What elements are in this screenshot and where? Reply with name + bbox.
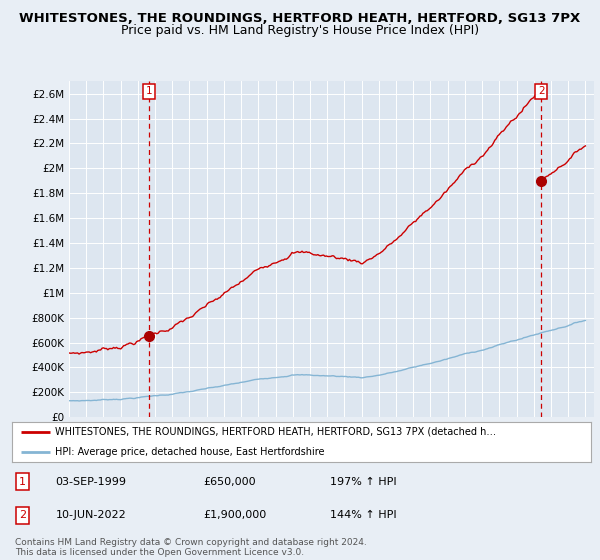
Text: WHITESTONES, THE ROUNDINGS, HERTFORD HEATH, HERTFORD, SG13 7PX (detached h…: WHITESTONES, THE ROUNDINGS, HERTFORD HEA… — [55, 427, 497, 437]
Text: 144% ↑ HPI: 144% ↑ HPI — [331, 510, 397, 520]
Text: Contains HM Land Registry data © Crown copyright and database right 2024.
This d: Contains HM Land Registry data © Crown c… — [15, 538, 367, 557]
Text: 197% ↑ HPI: 197% ↑ HPI — [331, 477, 397, 487]
Text: £1,900,000: £1,900,000 — [203, 510, 266, 520]
Text: HPI: Average price, detached house, East Hertfordshire: HPI: Average price, detached house, East… — [55, 447, 325, 457]
Text: 03-SEP-1999: 03-SEP-1999 — [55, 477, 127, 487]
Text: 1: 1 — [146, 86, 152, 96]
Text: 2: 2 — [538, 86, 545, 96]
Text: 2: 2 — [19, 510, 26, 520]
Text: 1: 1 — [19, 477, 26, 487]
Text: Price paid vs. HM Land Registry's House Price Index (HPI): Price paid vs. HM Land Registry's House … — [121, 24, 479, 37]
Text: £650,000: £650,000 — [203, 477, 256, 487]
Text: 10-JUN-2022: 10-JUN-2022 — [55, 510, 126, 520]
Text: WHITESTONES, THE ROUNDINGS, HERTFORD HEATH, HERTFORD, SG13 7PX: WHITESTONES, THE ROUNDINGS, HERTFORD HEA… — [19, 12, 581, 25]
